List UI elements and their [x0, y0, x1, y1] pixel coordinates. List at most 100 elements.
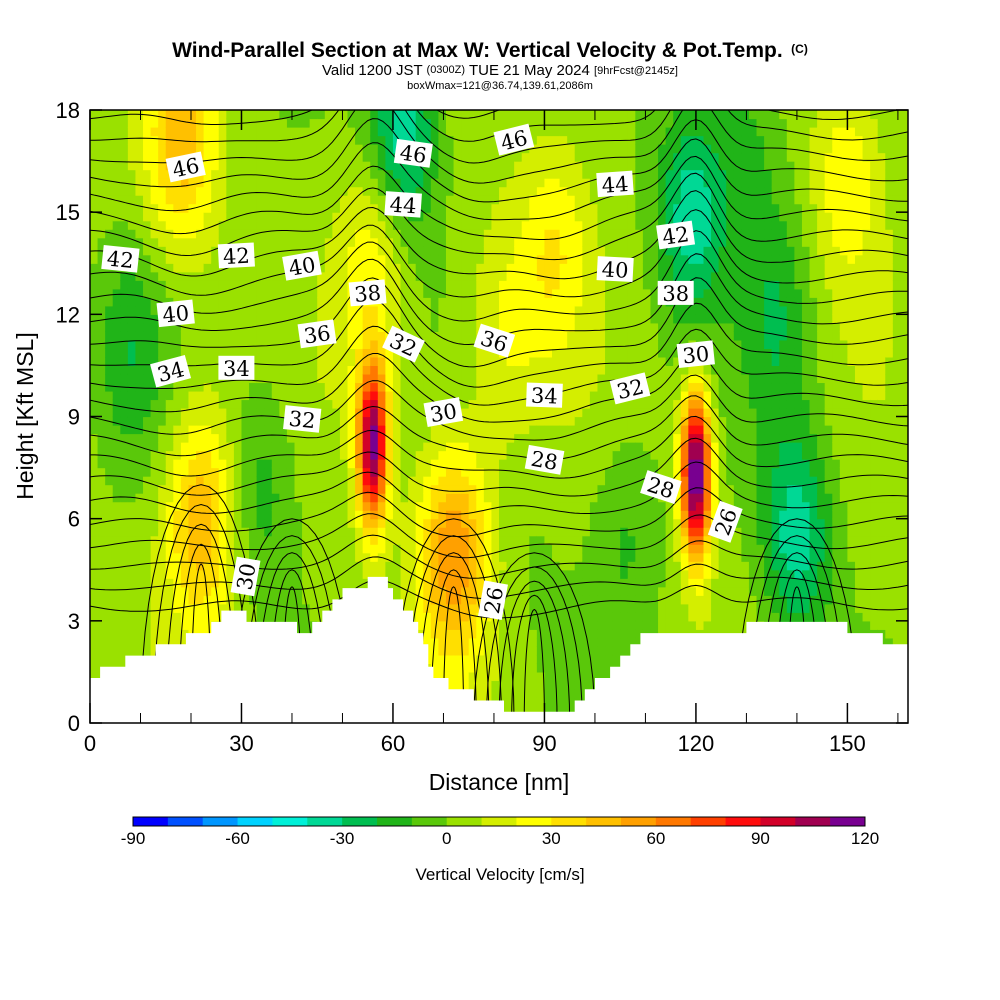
velocity-cell: [589, 178, 599, 188]
velocity-cell: [188, 237, 197, 247]
velocity-cell: [544, 178, 553, 188]
velocity-cell: [536, 110, 546, 120]
velocity-cell: [332, 322, 341, 332]
velocity-cell: [158, 135, 167, 145]
velocity-cell: [476, 229, 485, 239]
velocity-cell: [582, 561, 591, 571]
velocity-cell: [499, 629, 508, 639]
velocity-cell: [453, 161, 462, 171]
velocity-cell: [370, 501, 379, 511]
velocity-cell: [165, 399, 174, 409]
velocity-cell: [567, 373, 576, 384]
velocity-cell: [567, 365, 576, 375]
velocity-cell: [476, 527, 485, 537]
velocity-cell: [529, 484, 538, 494]
velocity-cell: [97, 348, 106, 358]
velocity-cell: [249, 348, 258, 358]
velocity-cell: [589, 382, 599, 392]
velocity-cell: [256, 459, 265, 469]
velocity-cell: [105, 518, 114, 528]
velocity-cell: [514, 212, 523, 222]
velocity-cell: [377, 425, 386, 435]
velocity-cell: [127, 535, 137, 545]
velocity-cell: [430, 348, 439, 358]
velocity-cell: [203, 425, 212, 435]
velocity-cell: [483, 195, 493, 205]
velocity-cell: [430, 595, 439, 605]
velocity-cell: [461, 595, 470, 605]
velocity-cell: [483, 254, 493, 264]
velocity-cell: [529, 467, 538, 477]
velocity-cell: [567, 348, 576, 358]
velocity-cell: [112, 314, 121, 324]
velocity-cell: [196, 220, 205, 230]
velocity-cell: [294, 348, 303, 358]
velocity-cell: [339, 237, 349, 247]
velocity-cell: [256, 339, 265, 349]
velocity-cell: [506, 671, 515, 682]
velocity-cell: [256, 144, 265, 154]
velocity-cell: [173, 331, 182, 341]
velocity-cell: [203, 169, 212, 179]
velocity-cell: [90, 620, 99, 630]
velocity-cell: [597, 484, 606, 494]
velocity-cell: [597, 637, 606, 647]
velocity-cell: [582, 637, 591, 647]
velocity-cell: [461, 561, 470, 571]
velocity-cell: [158, 493, 167, 503]
velocity-cell: [90, 161, 99, 171]
velocity-cell: [476, 688, 485, 699]
velocity-cell: [355, 339, 364, 349]
velocity-cell: [120, 186, 129, 196]
velocity-cell: [256, 603, 265, 613]
velocity-cell: [143, 297, 152, 307]
velocity-cell: [105, 229, 114, 239]
velocity-cell: [180, 416, 190, 426]
velocity-cell: [589, 484, 599, 494]
velocity-cell: [286, 237, 296, 247]
velocity-cell: [241, 510, 250, 520]
velocity-cell: [294, 484, 303, 494]
velocity-cell: [476, 586, 485, 596]
velocity-cell: [120, 578, 129, 588]
velocity-cell: [589, 339, 599, 349]
velocity-cell: [233, 203, 243, 213]
velocity-cell: [241, 331, 250, 341]
velocity-cell: [90, 510, 99, 520]
velocity-cell: [574, 518, 583, 528]
velocity-cell: [264, 322, 273, 332]
velocity-cell: [97, 425, 106, 435]
velocity-cell: [506, 365, 515, 375]
velocity-cell: [355, 161, 364, 171]
velocity-cell: [90, 552, 99, 562]
velocity-cell: [302, 561, 311, 571]
velocity-cell: [264, 382, 273, 392]
velocity-cell: [552, 629, 561, 639]
velocity-cell: [415, 305, 424, 315]
velocity-cell: [97, 518, 106, 528]
velocity-cell: [582, 629, 591, 639]
velocity-cell: [211, 254, 220, 264]
velocity-cell: [173, 629, 182, 639]
velocity-cell: [370, 399, 379, 409]
velocity-cell: [286, 356, 296, 367]
velocity-cell: [392, 433, 402, 443]
velocity-cell: [271, 535, 280, 545]
velocity-cell: [279, 322, 288, 332]
velocity-cell: [180, 637, 190, 647]
velocity-cell: [430, 271, 439, 281]
velocity-cell: [468, 263, 477, 273]
velocity-cell: [408, 314, 417, 324]
velocity-cell: [589, 169, 599, 179]
velocity-cell: [582, 118, 591, 128]
velocity-cell: [226, 433, 235, 443]
velocity-cell: [218, 169, 227, 179]
velocity-cell: [143, 263, 152, 273]
velocity-cell: [597, 152, 606, 162]
velocity-cell: [279, 186, 288, 196]
velocity-cell: [120, 203, 129, 213]
velocity-cell: [529, 697, 538, 707]
velocity-cell: [377, 220, 386, 230]
velocity-cell: [483, 152, 493, 162]
velocity-cell: [233, 237, 243, 247]
